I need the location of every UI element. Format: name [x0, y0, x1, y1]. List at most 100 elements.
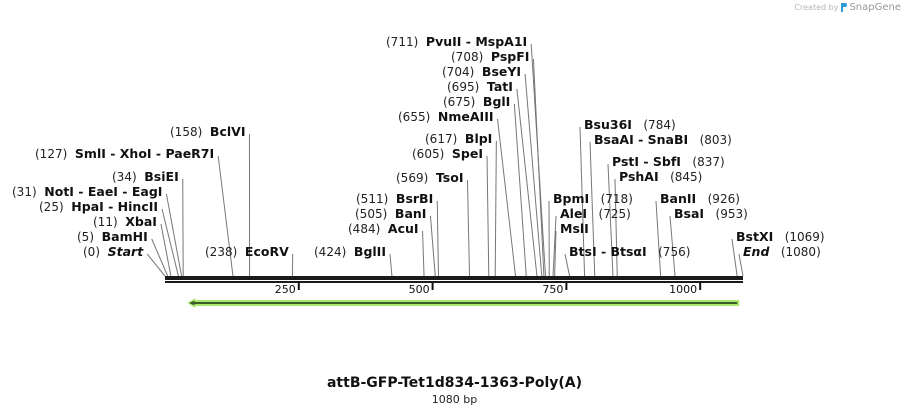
restriction-site-label[interactable]: (704) BseYI — [442, 65, 521, 80]
restriction-site-label[interactable]: (484) AcuI — [348, 221, 419, 237]
restriction-site-label[interactable]: BstXI (1069) — [736, 229, 825, 245]
site-connector-line — [165, 193, 183, 277]
site-position: (718) — [600, 192, 633, 206]
enzyme-name: BpmI — [553, 191, 590, 206]
restriction-site-label[interactable]: (31) NotI - EaeI - EagI — [12, 185, 162, 200]
credit-brand: SnapGene — [849, 2, 901, 13]
site-connector-line — [146, 253, 166, 277]
restriction-site-label[interactable]: BsaI (953) — [674, 206, 748, 222]
site-position: (484) — [348, 222, 381, 236]
restriction-site-label[interactable]: (617) BlpI — [425, 131, 493, 147]
site-connector-line — [655, 200, 662, 277]
site-connector-line — [564, 253, 571, 277]
site-position: (238) — [205, 245, 238, 259]
enzyme-name: BstXI — [736, 229, 774, 244]
enzyme-name: AleI — [560, 206, 588, 221]
site-connector-line — [494, 140, 497, 277]
enzyme-name: PshAI — [619, 169, 659, 184]
enzyme-name: SmlI - XhoI - PaeR7I — [74, 146, 215, 161]
ruler-tick-label: 1000 — [669, 283, 698, 296]
site-connector-line — [607, 163, 614, 277]
site-position: (605) — [412, 147, 445, 161]
site-connector-line — [466, 179, 471, 277]
site-position: (711) — [386, 35, 419, 49]
restriction-site-label[interactable]: (505) BanI — [355, 207, 426, 222]
snapgene-logo-icon — [841, 3, 848, 12]
site-connector-line — [513, 103, 527, 277]
restriction-site-label[interactable]: MslI — [560, 222, 589, 236]
restriction-site-label[interactable]: (25) HpaI - HincII — [39, 200, 158, 215]
site-position: (953) — [715, 207, 748, 221]
restriction-site-label[interactable]: (675) BglI — [443, 94, 511, 110]
site-position: (511) — [356, 192, 389, 206]
site-position: (424) — [314, 245, 347, 259]
restriction-site-label[interactable]: (238) EcoRV — [205, 245, 289, 260]
restriction-site-label[interactable]: PshAI (845) — [619, 169, 703, 185]
enzyme-name: BclVI — [209, 124, 246, 139]
restriction-site-label[interactable]: (11) XbaI — [93, 214, 157, 230]
site-position: (756) — [658, 245, 691, 259]
site-position: (784) — [643, 118, 676, 132]
site-connector-line — [151, 238, 169, 277]
ruler-tick — [431, 283, 434, 290]
enzyme-name: BsaAI - SnaBI — [594, 132, 689, 147]
site-connector-line — [589, 141, 596, 277]
enzyme-name: XbaI — [125, 214, 157, 229]
enzyme-name: Start — [107, 244, 144, 259]
ruler-tick — [565, 283, 568, 290]
restriction-site-label[interactable]: PstI - SbfI (837) — [612, 155, 725, 170]
restriction-site-label[interactable]: End (1080) — [743, 245, 821, 260]
restriction-site-label[interactable]: AleI (725) — [560, 206, 631, 222]
site-connector-line — [614, 178, 618, 277]
restriction-site-label[interactable]: Bsu36I (784) — [584, 117, 676, 133]
enzyme-name: AcuI — [387, 221, 419, 236]
restriction-site-label[interactable]: (5) BamHI — [77, 230, 148, 245]
restriction-site-label[interactable]: (127) SmlI - XhoI - PaeR7I — [35, 146, 215, 162]
enzyme-name: BlpI — [464, 131, 493, 146]
enzyme-name: BglI — [482, 94, 511, 109]
enzyme-name: TatI — [486, 79, 513, 94]
site-position: (837) — [692, 155, 725, 169]
restriction-site-label[interactable]: (0) Start — [83, 244, 144, 260]
enzyme-name: MslI — [560, 221, 589, 236]
site-connector-line — [552, 215, 557, 277]
restriction-site-label[interactable]: (711) PvuII - MspA1I — [386, 34, 528, 50]
site-position: (845) — [670, 170, 703, 184]
restriction-site-label[interactable]: (605) SpeI — [412, 147, 483, 162]
enzyme-name: NmeAIII — [437, 109, 494, 124]
enzyme-name: TsoI — [435, 170, 464, 185]
restriction-site-label[interactable]: (708) PspFI — [451, 50, 529, 65]
restriction-site-label[interactable]: (158) BclVI — [170, 124, 246, 140]
restriction-site-label[interactable]: BtsI - BtsαI (756) — [569, 245, 691, 260]
site-connector-line — [389, 253, 393, 277]
site-connector-line — [422, 230, 425, 277]
site-connector-line — [530, 43, 547, 277]
restriction-site-label[interactable]: (511) BsrBI — [356, 192, 433, 207]
site-connector-line — [738, 253, 744, 277]
site-position: (617) — [425, 132, 458, 146]
restriction-site-label[interactable]: (424) BglII — [314, 245, 386, 260]
enzyme-name: Bsu36I — [584, 117, 632, 132]
site-position: (569) — [396, 171, 429, 185]
restriction-site-label[interactable]: (695) TatI — [447, 79, 513, 95]
enzyme-name: BsaI — [674, 206, 705, 221]
ruler-tick-label: 750 — [542, 283, 564, 296]
enzyme-name: PvuII - MspA1I — [425, 34, 528, 49]
site-connector-line — [161, 208, 179, 277]
site-position: (655) — [398, 110, 431, 124]
restriction-site-label[interactable]: (655) NmeAIII — [398, 109, 494, 125]
ruler-tick-label: 500 — [408, 283, 430, 296]
site-position: (127) — [35, 147, 68, 161]
dna-backbone-top — [165, 276, 743, 280]
restriction-site-label[interactable]: BanII (926) — [660, 192, 740, 207]
site-connector-line — [579, 126, 586, 277]
ruler-tick — [699, 283, 702, 290]
restriction-site-label[interactable]: BsaAI - SnaBI (803) — [594, 132, 732, 148]
restriction-site-label[interactable]: (569) TsoI — [396, 170, 464, 186]
site-connector-line — [554, 230, 557, 277]
site-position: (926) — [707, 192, 740, 206]
site-position: (31) — [12, 185, 37, 199]
restriction-site-label[interactable]: (34) BsiEI — [112, 170, 179, 185]
restriction-site-label[interactable]: BpmI (718) — [553, 191, 633, 207]
site-position: (505) — [355, 207, 388, 221]
